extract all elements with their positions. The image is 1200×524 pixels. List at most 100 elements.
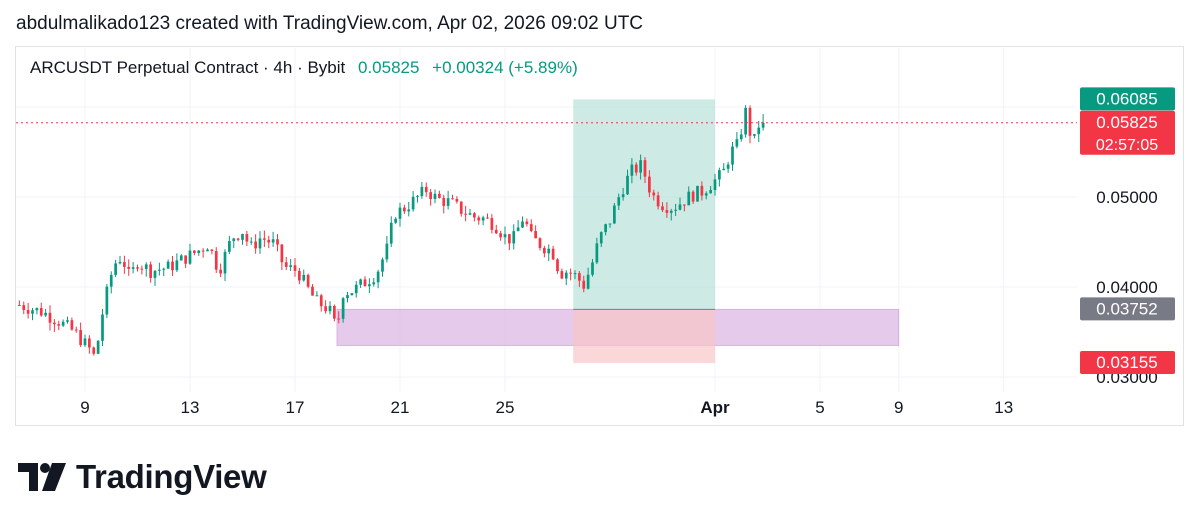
candle-body bbox=[44, 312, 47, 316]
candle-body bbox=[639, 160, 642, 173]
candle bbox=[48, 305, 52, 331]
candle-body bbox=[433, 193, 437, 199]
candle bbox=[228, 235, 231, 254]
candle bbox=[341, 296, 345, 323]
candle-body bbox=[451, 198, 454, 200]
candle bbox=[626, 169, 629, 195]
candle-body bbox=[494, 229, 498, 234]
candle bbox=[333, 304, 336, 322]
candle bbox=[490, 214, 494, 234]
x-tick-label: Apr bbox=[700, 398, 730, 417]
candle bbox=[617, 193, 621, 210]
candle bbox=[249, 237, 253, 245]
candle-body bbox=[678, 204, 682, 210]
candle bbox=[131, 262, 135, 274]
candle-body bbox=[757, 127, 761, 135]
candle bbox=[634, 162, 638, 176]
candle bbox=[643, 157, 647, 184]
candle bbox=[193, 250, 196, 256]
candle bbox=[613, 202, 616, 224]
candle-body bbox=[394, 218, 397, 223]
candle bbox=[429, 189, 432, 206]
candle bbox=[61, 319, 65, 328]
candle-body bbox=[31, 310, 34, 314]
candle bbox=[118, 255, 122, 265]
candle-body bbox=[258, 238, 262, 249]
candle-body bbox=[35, 308, 39, 311]
price-marker-stop: 0.03155 bbox=[1080, 351, 1175, 375]
candle-body bbox=[551, 248, 555, 260]
candle-body bbox=[363, 279, 367, 287]
candle-body bbox=[74, 329, 78, 331]
candle bbox=[608, 223, 612, 228]
candle-body bbox=[118, 261, 122, 264]
candle bbox=[687, 186, 691, 206]
time-axis: 9 13 17 21 25 Apr 5 9 13 bbox=[80, 398, 1013, 417]
candle-body bbox=[241, 234, 244, 240]
symbol-title: ARCUSDT Perpetual Contract · 4h · Bybit bbox=[30, 58, 346, 77]
candle-body bbox=[547, 248, 551, 254]
candle bbox=[739, 129, 743, 142]
candle-body bbox=[389, 222, 393, 244]
candle-body bbox=[114, 263, 117, 275]
position-profit-zone bbox=[573, 99, 715, 310]
tradingview-logo[interactable]: TradingView bbox=[18, 458, 267, 496]
legend-change: +0.00324 (+5.89%) bbox=[432, 58, 578, 77]
candle-body bbox=[704, 193, 708, 196]
candle-body bbox=[319, 295, 323, 307]
candle-body bbox=[140, 268, 144, 270]
candle-body bbox=[473, 213, 476, 218]
candle bbox=[372, 277, 376, 287]
candle bbox=[284, 256, 288, 271]
candle-body bbox=[22, 305, 26, 311]
candle bbox=[726, 161, 730, 173]
candle-body bbox=[455, 198, 459, 202]
candle-body bbox=[306, 274, 310, 287]
candle-body bbox=[236, 238, 240, 240]
candle-body bbox=[669, 210, 673, 213]
candle bbox=[363, 276, 367, 287]
candle bbox=[271, 231, 275, 247]
candle bbox=[569, 268, 572, 281]
candle bbox=[179, 254, 183, 261]
candle-body bbox=[459, 201, 463, 214]
candle-body bbox=[267, 239, 271, 243]
candle bbox=[560, 268, 564, 280]
symbol-legend: ARCUSDT Perpetual Contract · 4h · Bybit … bbox=[30, 58, 578, 78]
candle-body bbox=[446, 198, 450, 206]
candle bbox=[547, 244, 551, 261]
candle-body bbox=[634, 164, 638, 173]
candle-body bbox=[127, 266, 131, 269]
candle bbox=[416, 195, 419, 203]
candle-body bbox=[149, 264, 152, 278]
candle bbox=[214, 247, 218, 274]
candle bbox=[709, 185, 712, 194]
price-marker-box bbox=[1080, 87, 1175, 111]
candle bbox=[735, 132, 739, 149]
candle-body bbox=[83, 338, 87, 346]
candle-body bbox=[315, 295, 319, 297]
candle-body bbox=[516, 227, 520, 232]
candle-body bbox=[556, 259, 559, 272]
candle-body bbox=[53, 322, 56, 325]
candle bbox=[18, 300, 21, 307]
candle bbox=[459, 201, 463, 217]
candle bbox=[44, 308, 47, 317]
candle-body bbox=[656, 195, 660, 207]
candle-body bbox=[508, 234, 511, 244]
position-zones bbox=[336, 99, 900, 364]
candle-body bbox=[534, 231, 537, 239]
candle-body bbox=[228, 241, 231, 252]
x-tick-label: 9 bbox=[80, 398, 89, 417]
candle bbox=[127, 259, 131, 276]
candle bbox=[385, 235, 389, 263]
candle bbox=[477, 215, 481, 225]
candle bbox=[556, 258, 559, 274]
price-marker-value: 0.05825 bbox=[1096, 113, 1157, 132]
candle bbox=[473, 211, 476, 222]
candle-body bbox=[538, 238, 542, 248]
candle-body bbox=[193, 250, 196, 254]
candle bbox=[311, 284, 314, 296]
candle-body bbox=[499, 233, 502, 238]
